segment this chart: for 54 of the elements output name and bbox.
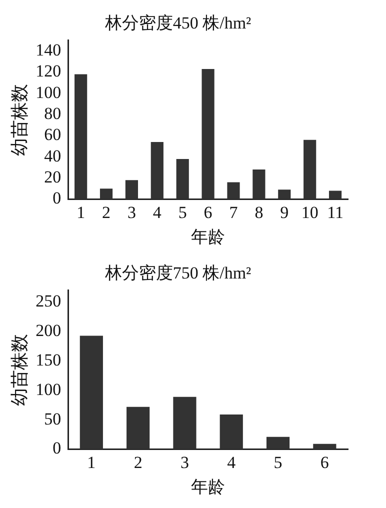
bar: [266, 436, 290, 450]
x-tick-label: 8: [254, 202, 264, 222]
bar: [313, 444, 336, 450]
x-tick-label: 7: [229, 202, 238, 222]
bar: [74, 74, 88, 200]
x-tick-label: 6: [204, 202, 212, 222]
x-tick-label: 2: [102, 202, 111, 222]
chart-title: 林分密度750 株/hm²: [104, 264, 252, 283]
y-tick-label: 150: [36, 350, 62, 370]
y-axis-title: 幼苗株数: [10, 334, 30, 406]
y-tick-label: 40: [44, 146, 62, 166]
y-tick-label: 140: [36, 40, 62, 60]
bar: [100, 188, 113, 200]
y-tick-label: 60: [44, 125, 62, 144]
x-tick-label: 4: [227, 452, 236, 472]
chart-title: 林分密度450 株/hm²: [104, 14, 252, 33]
x-tick-label: 1: [76, 202, 86, 222]
bar: [220, 414, 243, 450]
y-tick-label: 50: [44, 409, 62, 428]
y-tick-label: 250: [36, 292, 62, 311]
bar: [328, 190, 342, 200]
bar: [227, 182, 240, 200]
x-tick-label: 9: [280, 202, 289, 222]
bar: [80, 336, 103, 450]
x-tick-label: 4: [152, 202, 162, 222]
x-tick-label: 6: [320, 452, 329, 472]
x-tick-label: 3: [180, 452, 189, 472]
x-tick-label: 1: [87, 452, 96, 472]
bar: [304, 140, 316, 200]
y-tick-label: 20: [44, 167, 62, 186]
bar: [126, 406, 150, 450]
y-axis-title: 幼苗株数: [10, 84, 30, 156]
y-tick-label: 120: [36, 62, 62, 81]
x-tick-label: 5: [178, 202, 187, 222]
x-tick-label: 3: [127, 202, 136, 222]
bar: [252, 170, 266, 200]
x-axis-title: 年龄: [191, 227, 226, 246]
x-tick-label: 2: [134, 452, 142, 472]
y-tick-label: 100: [36, 82, 62, 102]
bar: [173, 396, 196, 450]
x-tick-label: 10: [301, 202, 318, 222]
x-tick-label: 11: [327, 202, 344, 222]
bar: [125, 180, 138, 200]
y-tick-label: 200: [36, 321, 62, 340]
y-tick-label: 80: [44, 104, 62, 123]
bar: [202, 68, 214, 200]
x-axis-title: 年龄: [191, 477, 226, 496]
bar: [150, 142, 164, 200]
y-tick-label: 0: [52, 438, 62, 458]
y-tick-label: 0: [52, 188, 62, 208]
x-tick-label: 5: [274, 452, 282, 472]
bar: [176, 158, 189, 200]
y-tick-label: 100: [36, 380, 62, 399]
bar: [278, 190, 291, 200]
